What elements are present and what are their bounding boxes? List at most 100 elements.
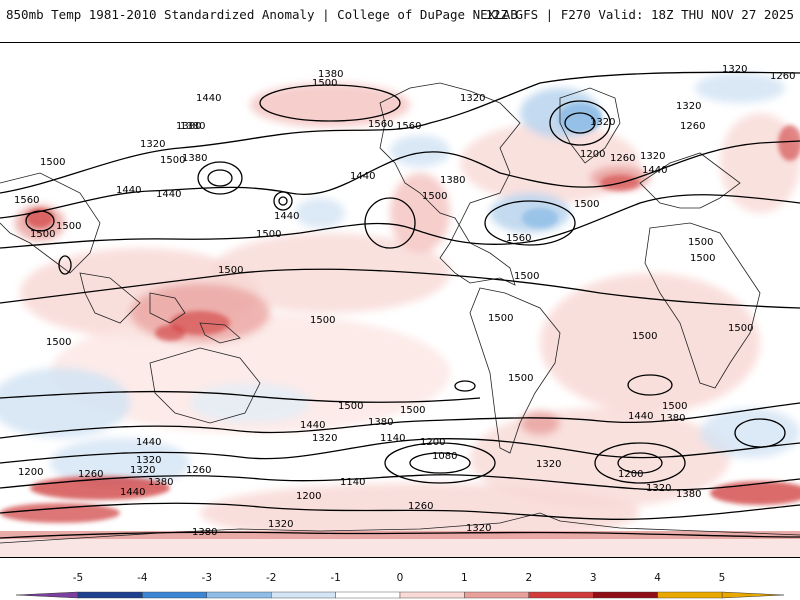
anomaly-map: 1380 1500 1320 1260 1440 1320 1560 1320 … bbox=[0, 42, 800, 558]
contour-label: 1320 bbox=[466, 523, 491, 534]
contour-label: 1500 bbox=[688, 237, 713, 248]
colorbar-segment bbox=[335, 591, 401, 599]
contour-label: 1500 bbox=[312, 78, 337, 89]
contour-label: 1380 bbox=[318, 69, 343, 80]
contour-label: 1500 bbox=[256, 229, 281, 240]
antarctic-fill bbox=[0, 539, 800, 557]
contour-label: 1380 bbox=[180, 121, 205, 132]
contour-label: 1380 bbox=[176, 121, 201, 132]
contour-label: 1200 bbox=[296, 491, 321, 502]
colorbar-tick-label: 1 bbox=[461, 572, 468, 584]
colorbar-segment bbox=[657, 591, 723, 599]
contour-label: 1440 bbox=[628, 411, 653, 422]
contour-label: 1560 bbox=[396, 121, 421, 132]
contour-label: 1320 bbox=[312, 433, 337, 444]
colorbar-tick-label: -5 bbox=[72, 572, 84, 584]
map-canvas: 1380 1500 1320 1260 1440 1320 1560 1320 … bbox=[0, 64, 800, 557]
contour-label: 1320 bbox=[590, 117, 615, 128]
colorbar-segment bbox=[206, 591, 272, 599]
contour-label: 1500 bbox=[422, 191, 447, 202]
contour-label: 1380 bbox=[148, 477, 173, 488]
colorbar-segment bbox=[271, 591, 336, 599]
colorbar-tick-label: 0 bbox=[396, 572, 404, 584]
contour-label: 1560 bbox=[14, 195, 39, 206]
contour-label: 1320 bbox=[640, 151, 665, 162]
colorbar-segment bbox=[77, 591, 143, 599]
contour-label: 1500 bbox=[218, 265, 243, 276]
colorbar-segment bbox=[593, 591, 658, 599]
contour-label: 1200 bbox=[18, 467, 43, 478]
contour-label: 1380 bbox=[660, 413, 685, 424]
contour-label: 1260 bbox=[408, 501, 433, 512]
colorbar-tick-label: 4 bbox=[654, 572, 661, 584]
colorbar-tick-label: 3 bbox=[589, 572, 597, 584]
contour-label: 1440 bbox=[116, 185, 141, 196]
colorbar-tick-label: -1 bbox=[330, 572, 341, 584]
colorbar-segment bbox=[399, 591, 465, 599]
contour-label: 1440 bbox=[156, 189, 181, 200]
contour-label: 1500 bbox=[632, 331, 657, 342]
colorbar-tick-label: -4 bbox=[137, 572, 148, 584]
contour-label: 1260 bbox=[680, 121, 705, 132]
contour-label: 1320 bbox=[536, 459, 561, 470]
colorbar-segment bbox=[528, 591, 594, 599]
contour-label: 1140 bbox=[340, 477, 365, 488]
contour-label: 1500 bbox=[690, 253, 715, 264]
contour-label: 1320 bbox=[130, 465, 155, 476]
contour-label: 1440 bbox=[300, 420, 325, 431]
height-contours bbox=[0, 71, 800, 539]
contour-label: 1560 bbox=[368, 119, 393, 130]
model-run-info: 12Z GFS | F270 Valid: 18Z THU NOV 27 202… bbox=[485, 7, 794, 22]
contour-label: 1320 bbox=[460, 93, 485, 104]
contour-label: 1320 bbox=[676, 101, 701, 112]
contour-label: 1500 bbox=[400, 405, 425, 416]
colorbar-tick-label: 2 bbox=[525, 572, 533, 584]
colorbar-segment bbox=[464, 591, 529, 599]
contour-label: 1560 bbox=[506, 233, 531, 244]
coastlines bbox=[0, 82, 800, 544]
colorbar-tick-label: -3 bbox=[201, 572, 213, 584]
antarctic-band bbox=[0, 531, 800, 539]
contour-label: 1320 bbox=[268, 519, 293, 530]
contour-label: 1500 bbox=[488, 313, 513, 324]
contour-label: 1500 bbox=[728, 323, 753, 334]
contour-label: 1260 bbox=[770, 71, 795, 82]
contour-label: 1260 bbox=[78, 469, 103, 480]
contour-label: 1500 bbox=[160, 155, 185, 166]
contour-label: 1440 bbox=[350, 171, 375, 182]
contour-label: 1200 bbox=[420, 437, 445, 448]
contour-label: 1440 bbox=[274, 211, 299, 222]
colorbar: -5 -4 -3 -2 -1 0 1 2 3 4 5 bbox=[0, 572, 800, 600]
contour-label: 1500 bbox=[30, 229, 55, 240]
contour-label: 1500 bbox=[662, 401, 687, 412]
contour-label: 1380 bbox=[368, 417, 393, 428]
contour-labels: 1380 1500 1320 1260 1440 1320 1560 1320 … bbox=[14, 64, 795, 538]
contour-label: 1500 bbox=[46, 337, 71, 348]
contour-label: 1380 bbox=[440, 175, 465, 186]
contour-label: 1440 bbox=[120, 487, 145, 498]
contour-label: 1500 bbox=[514, 271, 539, 282]
contour-label: 1380 bbox=[676, 489, 701, 500]
contour-label: 1380 bbox=[192, 527, 217, 538]
contour-label: 1320 bbox=[140, 139, 165, 150]
contour-label: 1500 bbox=[338, 401, 363, 412]
map-title: 850mb Temp 1981-2010 Standardized Anomal… bbox=[6, 7, 518, 22]
contour-label: 1200 bbox=[580, 149, 605, 160]
contour-label: 1440 bbox=[136, 437, 161, 448]
contour-label: 1320 bbox=[646, 483, 671, 494]
contour-label: 1500 bbox=[574, 199, 599, 210]
contour-label: 1500 bbox=[310, 315, 335, 326]
contour-label: 1260 bbox=[610, 153, 635, 164]
colorbar-tick-label: 5 bbox=[718, 572, 726, 584]
contour-label: 1080 bbox=[432, 451, 457, 462]
contour-label: 1500 bbox=[56, 221, 81, 232]
colorbar-segment bbox=[142, 591, 207, 599]
contour-label: 1200 bbox=[618, 469, 643, 480]
anomaly-shading bbox=[0, 73, 800, 543]
contour-label: 1140 bbox=[380, 433, 405, 444]
contour-label: 1380 bbox=[182, 153, 207, 164]
contour-label: 1440 bbox=[642, 165, 667, 176]
contour-label: 1500 bbox=[508, 373, 533, 384]
contour-label: 1500 bbox=[40, 157, 65, 168]
colorbar-tick-label: -2 bbox=[265, 572, 277, 584]
